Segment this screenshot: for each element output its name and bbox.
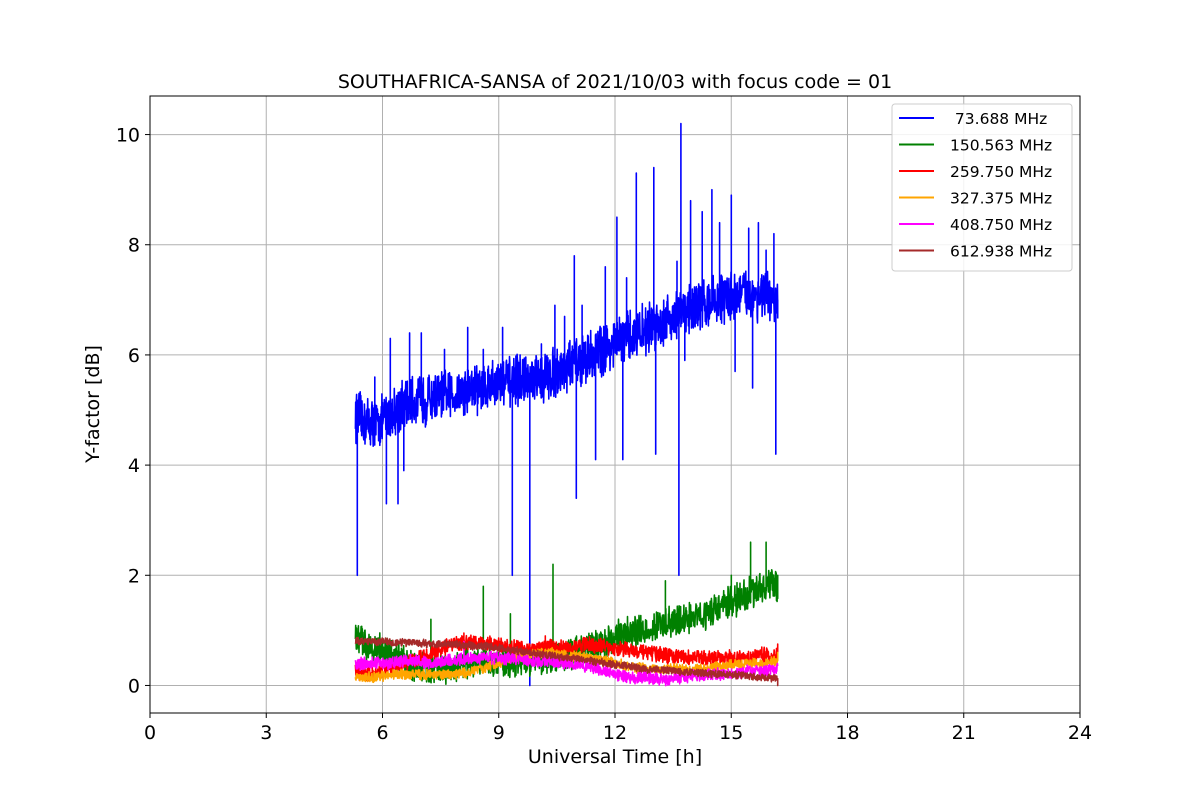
x-tick-label: 18 [835, 722, 859, 744]
x-tick-label: 9 [493, 722, 505, 744]
legend-label: 327.375 MHz [950, 190, 1052, 208]
x-tick-label: 21 [952, 722, 976, 744]
legend-label: 612.938 MHz [950, 243, 1052, 261]
legend-label: 150.563 MHz [950, 137, 1052, 155]
legend: 73.688 MHz 150.563 MHz 259.750 MHz 327.375 … [891, 103, 1073, 272]
y-tick-label: 10 [116, 125, 140, 147]
legend-label: 73.688 MHz [950, 110, 1047, 128]
x-tick-label: 0 [144, 722, 156, 744]
x-tick-label: 12 [603, 722, 627, 744]
legend-box [891, 103, 1073, 272]
series-line-5 [354, 636, 779, 687]
y-tick-label: 0 [128, 675, 140, 697]
y-tick-label: 6 [128, 345, 140, 367]
x-tick-label: 24 [1068, 722, 1092, 744]
plot-lines [354, 122, 779, 687]
y-axis-label: Y-factor [dB] [82, 345, 104, 464]
x-tick-label: 6 [376, 722, 388, 744]
legend-label: 259.750 MHz [950, 163, 1052, 181]
chart-title: SOUTHAFRICA-SANSA of 2021/10/03 with foc… [338, 71, 892, 93]
series-line-4 [354, 640, 779, 687]
y-tick-label: 4 [128, 455, 140, 477]
x-axis-label: Universal Time [h] [528, 746, 702, 768]
legend-label: 408.750 MHz [950, 216, 1052, 234]
series-line-0 [354, 122, 779, 687]
x-tick-label: 3 [260, 722, 272, 744]
x-tick-label: 15 [719, 722, 743, 744]
y-tick-label: 2 [128, 565, 140, 587]
y-tick-label: 8 [128, 235, 140, 257]
